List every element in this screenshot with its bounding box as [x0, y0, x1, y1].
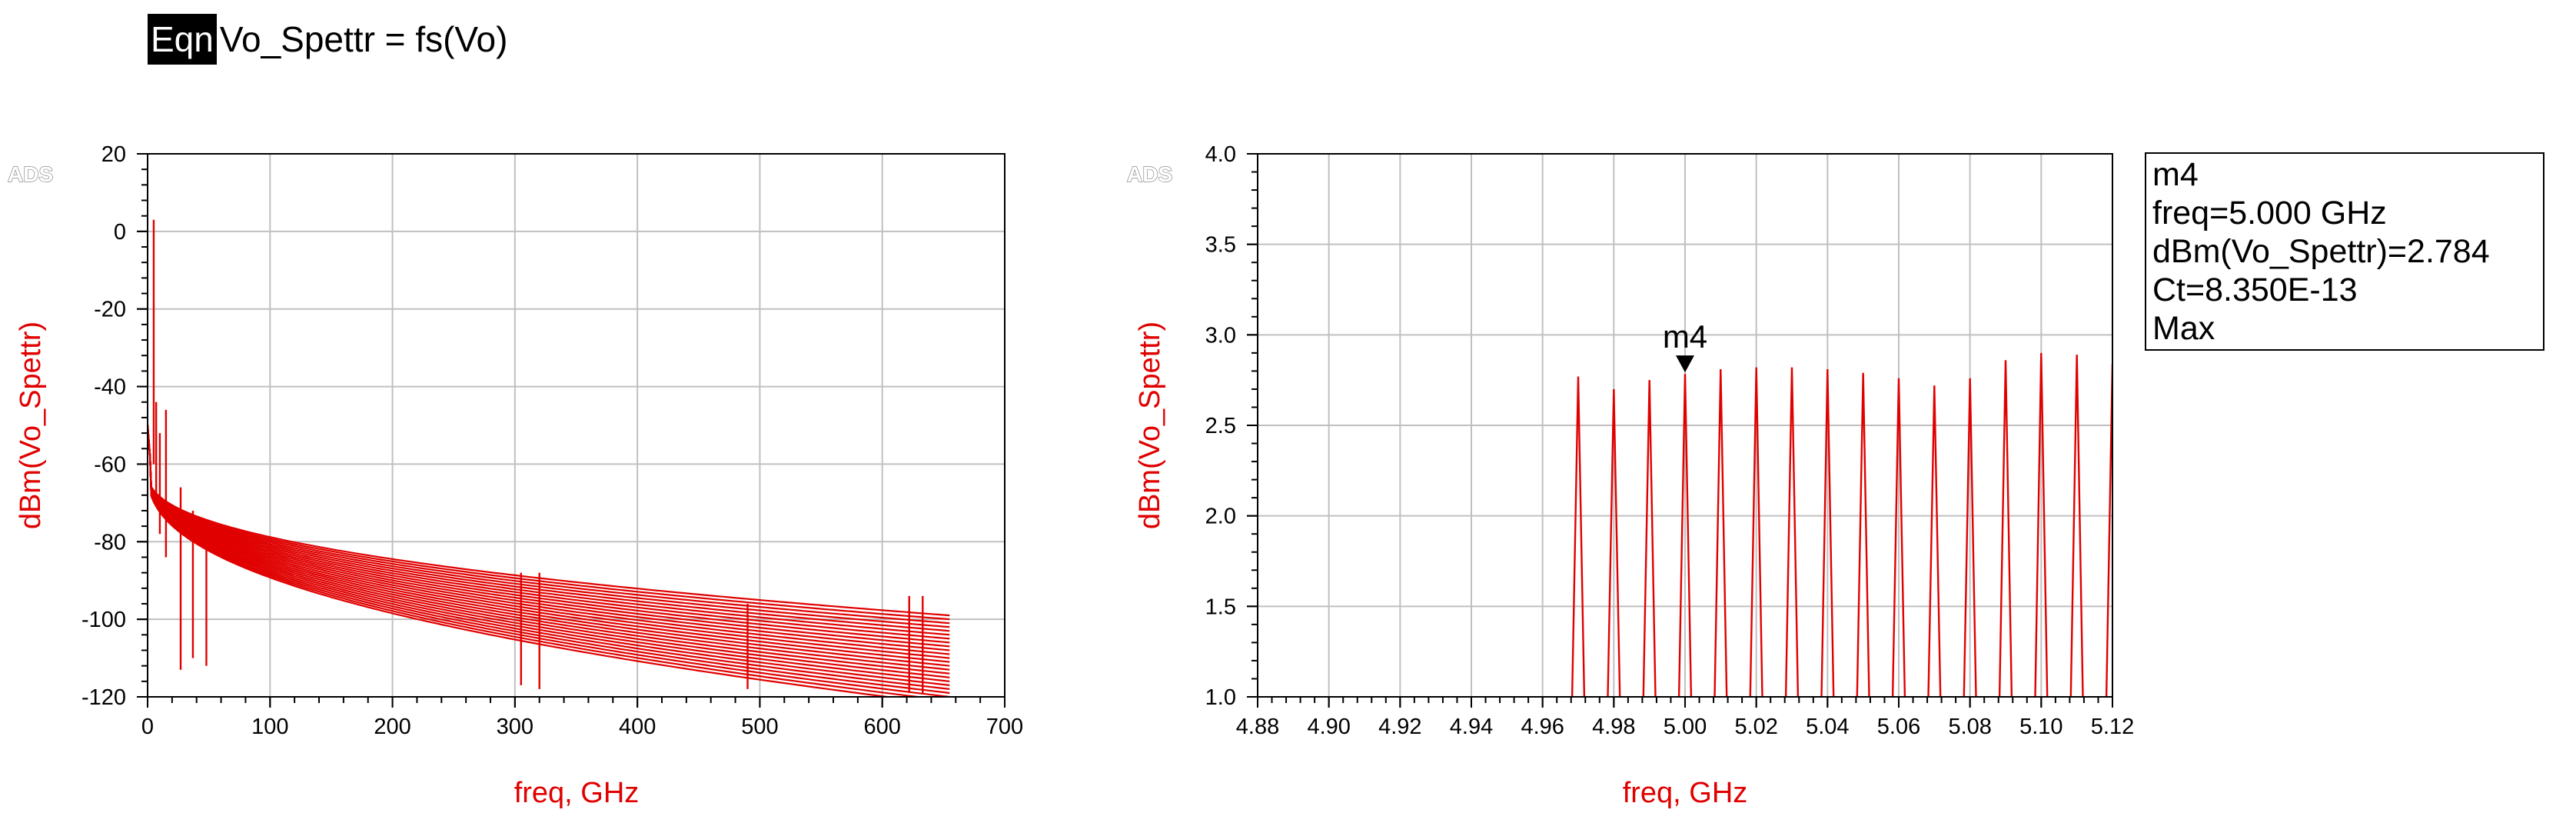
- spectrum-trace: [148, 425, 950, 636]
- x-tick-label: 4.92: [1378, 715, 1421, 739]
- x-tick-label: 400: [619, 715, 656, 739]
- x-tick-labels: 0 100 200 300 400 500 600 700: [141, 715, 1023, 739]
- x-tick-label: 700: [986, 715, 1023, 739]
- minor-ticks-2: [1247, 153, 2113, 708]
- marker-triangle-icon[interactable]: [1676, 355, 1694, 373]
- y-axis-label-2: dBm(Vo_Spettr): [1134, 322, 1166, 529]
- x-tick-label: 5.02: [1734, 715, 1777, 739]
- ads-watermark: ADS: [8, 162, 53, 186]
- x-tick-label: 4.98: [1592, 715, 1635, 739]
- x-tick-label: 200: [374, 715, 410, 739]
- y-tick-label: 4.0: [1205, 142, 1236, 167]
- y-tick-label: 3.5: [1205, 233, 1236, 258]
- spectral-peak: [1998, 360, 2013, 697]
- spectral-peak: [1784, 367, 1800, 697]
- spectrum-trace: [148, 425, 950, 617]
- readout-freq: freq=5.000 GHz: [2152, 195, 2387, 232]
- y-tick-label: -100: [81, 608, 126, 632]
- spectral-peak: [1749, 367, 1763, 697]
- y-tick-labels: -120 -100 -80 -60 -40 -20 0 20: [81, 142, 126, 710]
- marker-readout-box[interactable]: m4 freq=5.000 GHz dBm(Vo_Spettr)=2.784 C…: [2145, 152, 2544, 351]
- y-tick-label: -40: [94, 375, 126, 400]
- x-tick-label: 100: [251, 715, 288, 739]
- minor-ticks: [137, 153, 1005, 708]
- readout-ct: Ct=8.350E-13: [2152, 272, 2358, 308]
- y-tick-labels-2: 1.0 1.5 2.0 2.5 3.0 3.5 4.0: [1205, 142, 1236, 710]
- zoomed-spectrum-chart: ADS 4.88 4.90 4.92 4.94 4.96 4.98 5.00 5.02 5.04…: [1126, 142, 2134, 809]
- spectrum-chart: ADS 0 100 200 300 400 500 600 700 -120-100-80-6…: [7, 142, 1023, 809]
- x-tick-label: 300: [497, 715, 533, 739]
- spectral-peak: [2034, 352, 2049, 697]
- spectral-peak: [1642, 380, 1657, 697]
- x-tick-label: 500: [741, 715, 778, 739]
- y-tick-label: 20: [101, 142, 126, 167]
- spectral-peak: [1963, 378, 1977, 697]
- x-tick-label: 5.10: [2019, 715, 2062, 739]
- spectral-peak: [1820, 368, 1835, 697]
- y-tick-label: 0: [114, 220, 126, 245]
- x-tick-label: 5.08: [1948, 715, 1991, 739]
- plot-frame: [147, 153, 1005, 698]
- spectral-peak: [1607, 388, 1621, 697]
- x-tick-label: 5.04: [1806, 715, 1849, 739]
- x-tick-label: 5.00: [1664, 715, 1707, 739]
- x-tick-label: 0: [141, 715, 154, 739]
- x-axis-label-2: freq, GHz: [1623, 777, 1748, 809]
- y-tick-label: 1.0: [1205, 685, 1236, 710]
- y-tick-label: -60: [94, 452, 126, 477]
- spectral-peak: [2069, 355, 2084, 697]
- spectral-peak: [1677, 374, 1693, 697]
- x-tick-label: 4.94: [1450, 715, 1493, 739]
- spectral-peak: [1891, 378, 1906, 697]
- equation-tag: Eqn: [148, 14, 217, 65]
- x-tick-labels-2: 4.88 4.90 4.92 4.94 4.96 4.98 5.00 5.02 5.04 5.06…: [1236, 715, 2134, 739]
- equation: Eqn Vo_Spettr = fs(Vo): [148, 12, 507, 66]
- chart-grid-2: [1257, 153, 2113, 698]
- x-tick-label: 600: [864, 715, 901, 739]
- y-tick-label: -80: [94, 530, 126, 555]
- x-tick-label: 4.96: [1521, 715, 1564, 739]
- x-tick-label: 5.06: [1877, 715, 1920, 739]
- trace-family: [148, 219, 950, 697]
- spectral-peak: [1856, 372, 1870, 697]
- y-tick-label: 3.0: [1205, 323, 1236, 348]
- y-tick-label: 2.5: [1205, 414, 1236, 438]
- marker-m4[interactable]: m4: [1663, 318, 1707, 373]
- spectral-peak: [1927, 385, 1942, 697]
- y-tick-label: 2.0: [1205, 505, 1236, 529]
- x-tick-label: 4.88: [1236, 715, 1279, 739]
- x-tick-label: 5.12: [2091, 715, 2134, 739]
- y-axis-label: dBm(Vo_Spettr): [15, 322, 47, 529]
- x-tick-label: 4.90: [1307, 715, 1350, 739]
- spectral-peak: [1571, 376, 1586, 697]
- readout-value: dBm(Vo_Spettr)=2.784: [2152, 233, 2490, 270]
- ads-watermark-2: ADS: [1127, 162, 1172, 186]
- readout-mode: Max: [2152, 310, 2215, 347]
- x-axis-label: freq, GHz: [514, 777, 640, 809]
- peaks-trace: [1571, 352, 2112, 697]
- spectral-peak: [1713, 368, 1728, 697]
- y-tick-label: -20: [94, 298, 126, 322]
- readout-marker-name: m4: [2152, 156, 2199, 193]
- marker-label[interactable]: m4: [1663, 318, 1707, 355]
- spectral-peak: [2105, 363, 2112, 697]
- y-tick-label: -120: [81, 685, 126, 710]
- equation-text: Vo_Spettr = fs(Vo): [219, 19, 508, 59]
- y-tick-label: 1.5: [1205, 595, 1236, 619]
